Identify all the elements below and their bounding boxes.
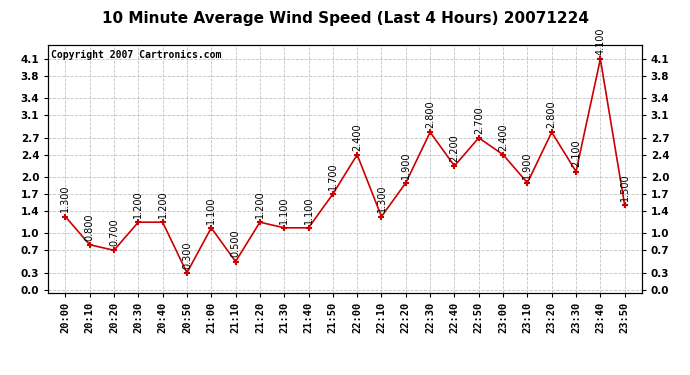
Text: 10 Minute Average Wind Speed (Last 4 Hours) 20071224: 10 Minute Average Wind Speed (Last 4 Hou…	[101, 11, 589, 26]
Text: 0.500: 0.500	[230, 230, 241, 257]
Text: 1.200: 1.200	[133, 190, 144, 218]
Text: 2.800: 2.800	[425, 100, 435, 128]
Text: 2.400: 2.400	[352, 123, 362, 150]
Text: 2.100: 2.100	[571, 140, 581, 167]
Text: 1.700: 1.700	[328, 162, 338, 190]
Text: 4.100: 4.100	[595, 27, 605, 55]
Text: 1.900: 1.900	[522, 151, 533, 178]
Text: 1.500: 1.500	[620, 174, 630, 201]
Text: 2.200: 2.200	[449, 134, 460, 162]
Text: Copyright 2007 Cartronics.com: Copyright 2007 Cartronics.com	[51, 50, 221, 60]
Text: 2.700: 2.700	[474, 106, 484, 134]
Text: 2.400: 2.400	[498, 123, 508, 150]
Text: 1.200: 1.200	[157, 190, 168, 218]
Text: 1.100: 1.100	[304, 196, 313, 223]
Text: 1.200: 1.200	[255, 190, 265, 218]
Text: 1.300: 1.300	[377, 185, 386, 212]
Text: 0.700: 0.700	[109, 219, 119, 246]
Text: 1.300: 1.300	[60, 185, 70, 212]
Text: 1.100: 1.100	[206, 196, 216, 223]
Text: 1.100: 1.100	[279, 196, 289, 223]
Text: 1.900: 1.900	[401, 151, 411, 178]
Text: 0.300: 0.300	[182, 241, 192, 268]
Text: 0.800: 0.800	[85, 213, 95, 240]
Text: 2.800: 2.800	[546, 100, 557, 128]
